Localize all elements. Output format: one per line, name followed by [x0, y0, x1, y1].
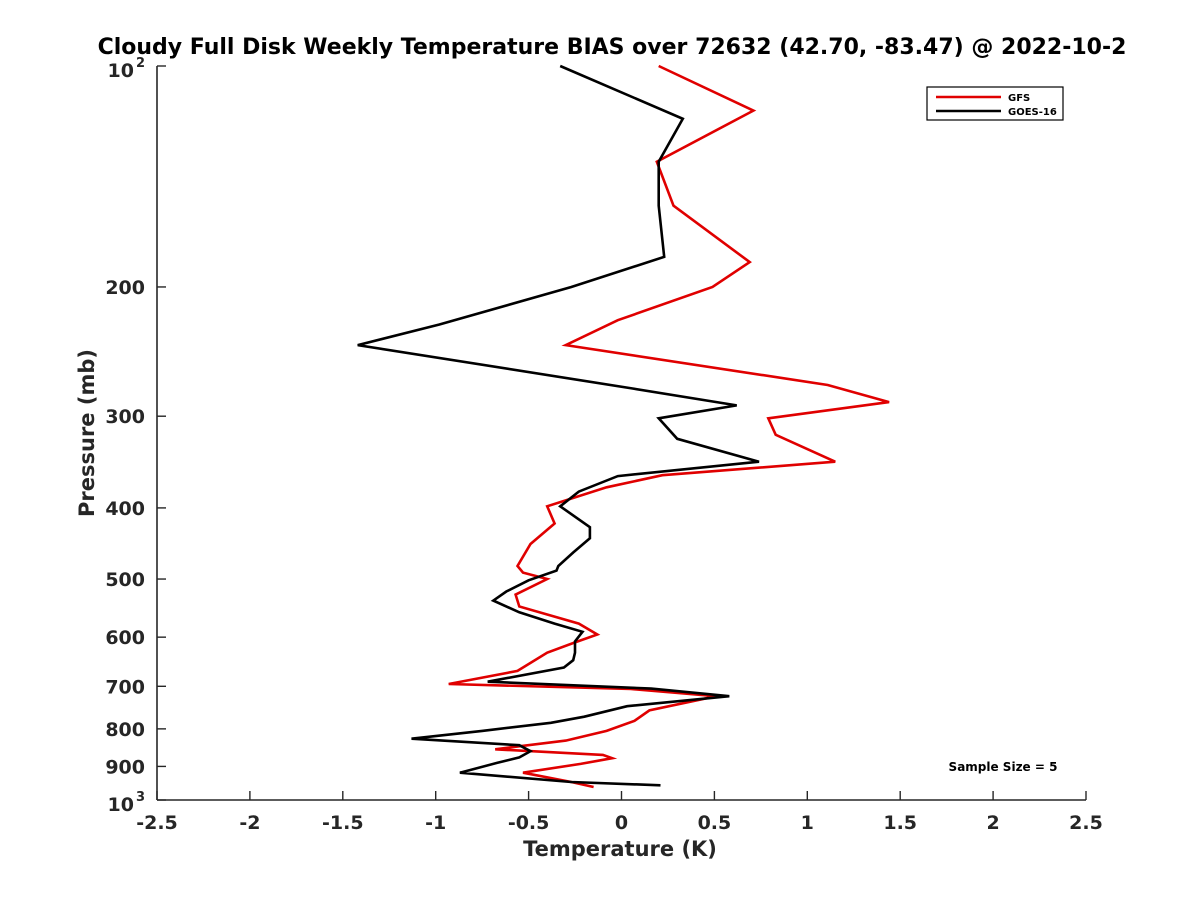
x-tick-label: -0.5: [508, 812, 550, 834]
x-tick-label: 0.5: [698, 812, 732, 834]
y-tick-label: 800: [105, 719, 145, 741]
x-tick-label: -2: [239, 812, 260, 834]
plot-area: [357, 64, 890, 789]
series-line-goes-16: [357, 64, 760, 787]
y-tick-label-base: 10: [108, 60, 134, 82]
series-line-gfs: [448, 64, 890, 789]
y-tick-label-power: 10 2: [108, 56, 145, 82]
x-tick-label: 0: [615, 812, 628, 834]
x-ticks: -2.5 -2 -1.5 -1 -0.5 0 0.5 1 1.5 2 2.5: [136, 791, 1103, 834]
x-tick-label: -2.5: [136, 812, 178, 834]
y-tick-label: 700: [105, 676, 145, 698]
x-tick-label: 2: [986, 812, 999, 834]
y-tick-label: 600: [105, 627, 145, 649]
x-tick-label: 1: [801, 812, 814, 834]
y-tick-label: 400: [105, 498, 145, 520]
legend-label: GOES-16: [1008, 107, 1057, 118]
x-tick-label: 1.5: [883, 812, 917, 834]
legend-label: GFS: [1008, 93, 1030, 104]
chart-title: Cloudy Full Disk Weekly Temperature BIAS…: [98, 35, 1127, 60]
x-tick-label: 2.5: [1069, 812, 1103, 834]
y-tick-label-exponent: 2: [136, 56, 145, 71]
y-tick-label-exponent: 3: [136, 790, 145, 805]
y-tick-label: 500: [105, 569, 145, 591]
x-tick-label: -1.5: [322, 812, 364, 834]
y-tick-label: 300: [105, 406, 145, 428]
x-tick-label: -1: [425, 812, 446, 834]
x-axis-label: Temperature (K): [523, 837, 717, 861]
legend: GFS GOES-16: [926, 86, 1064, 121]
y-tick-label-base: 10: [108, 794, 134, 816]
y-axis-label: Pressure (mb): [75, 349, 99, 517]
legend-box: [926, 86, 1064, 121]
y-tick-label-power: 10 3: [108, 790, 145, 816]
y-tick-label: 900: [105, 756, 145, 778]
sample-size-annotation: Sample Size = 5: [949, 760, 1058, 774]
series-layer: [357, 64, 890, 789]
y-tick-label: 200: [105, 277, 145, 299]
